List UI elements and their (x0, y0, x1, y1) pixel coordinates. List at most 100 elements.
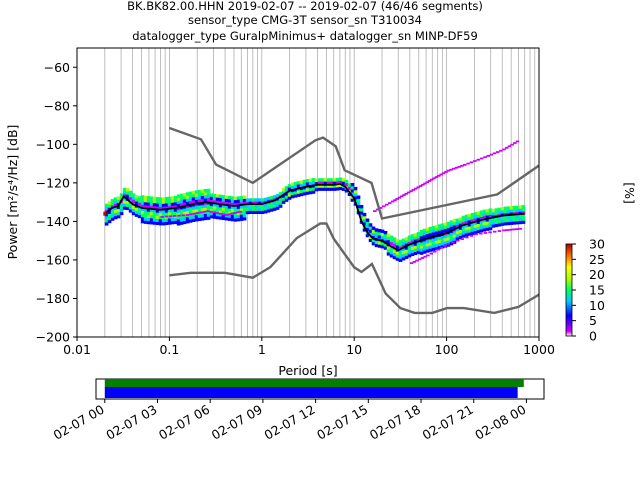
density-cell (332, 187, 337, 191)
density-cell (140, 219, 145, 224)
density-cell (452, 231, 457, 235)
outlier-cell (185, 214, 190, 216)
y-tick-label: −200 (36, 330, 70, 345)
density-cell (206, 188, 211, 193)
density-cell (245, 204, 250, 209)
density-cell (419, 245, 424, 249)
density-cell (506, 209, 511, 213)
density-cell (233, 218, 238, 222)
outlier-cell (420, 257, 425, 259)
density-cell (458, 217, 463, 221)
density-cell (281, 200, 286, 204)
title-line-1: BK.BK82.00.HHN 2019-02-07 -- 2019-02-07 … (127, 0, 483, 13)
outlier-cell (497, 230, 502, 232)
density-cell (410, 252, 415, 257)
outlier-cell (430, 178, 434, 181)
density-cell (113, 197, 118, 201)
density-cell (431, 232, 436, 236)
outlier-cell (473, 160, 477, 162)
density-cell (281, 197, 286, 201)
density-cell (203, 213, 208, 218)
outlier-cell (192, 212, 197, 215)
outlier-cell (432, 250, 437, 253)
density-cell (191, 193, 196, 198)
outlier-cell (411, 189, 416, 191)
density-cell (410, 234, 415, 238)
density-cell (212, 203, 217, 207)
density-cell (461, 228, 466, 232)
density-cell (212, 209, 217, 213)
density-cell (143, 205, 148, 209)
density-cell (356, 204, 361, 209)
density-cell (377, 228, 382, 233)
density-cell (173, 195, 178, 200)
density-cell (506, 206, 511, 210)
density-cell (194, 196, 199, 200)
density-cell (338, 180, 343, 184)
density-cell (215, 206, 220, 210)
density-cell (212, 193, 217, 198)
density-cell (104, 203, 109, 208)
density-cell (275, 203, 280, 207)
density-cell (110, 198, 115, 203)
density-cell (497, 207, 502, 212)
density-cell (134, 207, 139, 211)
outlier-cell (446, 242, 451, 245)
density-cell (125, 200, 130, 204)
density-cell (206, 204, 211, 208)
density-cell (398, 240, 403, 244)
outlier-cell (432, 177, 436, 180)
density-cell (260, 207, 265, 211)
density-cell (251, 198, 256, 202)
density-cell (461, 225, 466, 229)
density-cell (173, 211, 178, 215)
density-cell (143, 201, 148, 206)
density-cell (392, 237, 397, 241)
density-cell (446, 227, 451, 232)
density-cell (254, 207, 259, 211)
density-cell (119, 196, 124, 200)
outlier-cell (173, 215, 177, 217)
density-cell (179, 209, 184, 213)
density-cell (227, 195, 232, 200)
density-cell (293, 194, 298, 198)
outlier-cell (238, 210, 243, 213)
noise-model-nlnm (169, 222, 539, 315)
density-cell (326, 181, 331, 185)
density-cell (284, 189, 289, 193)
density-cell (500, 219, 505, 223)
density-cell (158, 209, 163, 214)
outlier-cell (225, 214, 229, 216)
density-cell (437, 245, 442, 250)
density-cell (329, 181, 334, 185)
density-cell (185, 192, 190, 196)
density-cell (209, 205, 214, 210)
outlier-cell (199, 211, 203, 214)
outlier-cell (395, 198, 399, 200)
density-cell (158, 200, 163, 204)
outlier-cell (455, 239, 460, 242)
density-cell (110, 211, 115, 215)
density-cell (425, 246, 430, 250)
density-cell (140, 201, 145, 205)
density-cell (350, 192, 355, 196)
density-cell (221, 198, 226, 202)
density-cell (380, 229, 385, 233)
density-cell (470, 231, 475, 235)
density-cell (440, 223, 445, 227)
density-cell (419, 229, 424, 234)
density-cell (200, 189, 205, 193)
density-cell (146, 202, 151, 206)
density-cell (464, 233, 469, 237)
density-cell (512, 218, 517, 222)
density-cell (137, 208, 142, 212)
density-cell (404, 246, 409, 250)
density-cell (116, 208, 121, 213)
density-cell (416, 235, 421, 239)
density-cell (122, 187, 127, 192)
outlier-cell (489, 153, 494, 156)
density-cell (281, 191, 286, 195)
density-cell (188, 203, 193, 208)
density-cell (515, 221, 520, 225)
density-cell (431, 244, 436, 248)
